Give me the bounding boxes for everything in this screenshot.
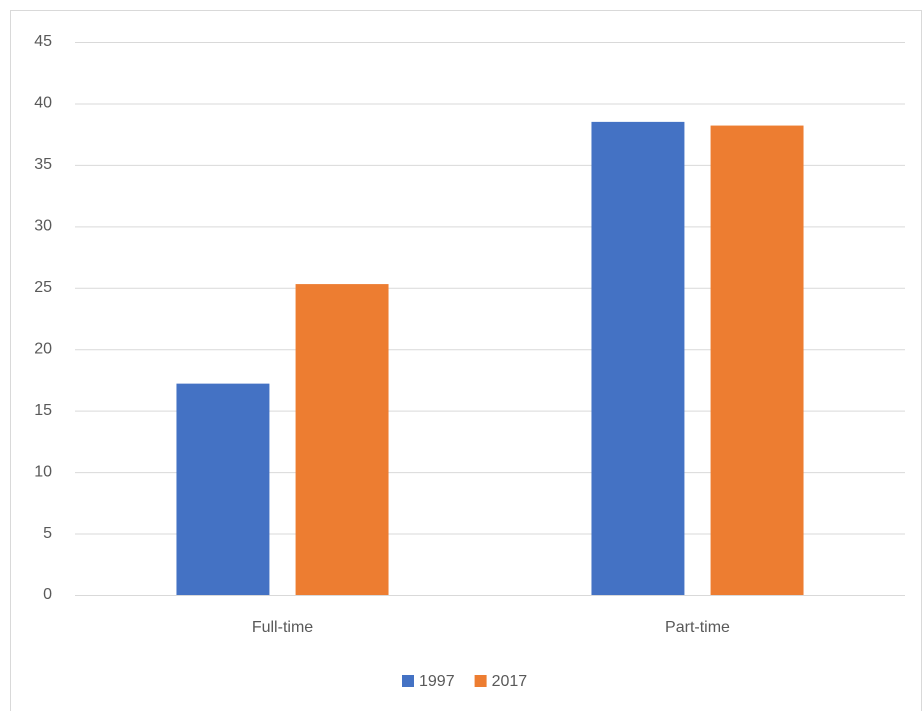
y-tick-label: 25: [34, 279, 52, 296]
y-tick-label: 10: [34, 463, 52, 480]
y-tick-label: 5: [43, 525, 52, 542]
legend-swatch: [402, 675, 414, 687]
bar: [295, 284, 389, 595]
x-tick-label: Full-time: [252, 619, 313, 636]
y-tick-label: 30: [34, 218, 52, 235]
bar: [176, 383, 270, 595]
y-tick-label: 40: [34, 95, 52, 112]
bar: [710, 125, 804, 595]
bar: [591, 121, 685, 595]
y-tick-label: 45: [34, 33, 52, 50]
y-tick-label: 15: [34, 402, 52, 419]
y-tick-label: 35: [34, 156, 52, 173]
y-tick-label: 20: [34, 340, 52, 357]
legend-label: 2017: [492, 673, 528, 690]
y-tick-label: 0: [43, 586, 52, 603]
legend-label: 1997: [419, 673, 455, 690]
legend-swatch: [474, 675, 487, 687]
x-tick-label: Part-time: [665, 619, 730, 636]
